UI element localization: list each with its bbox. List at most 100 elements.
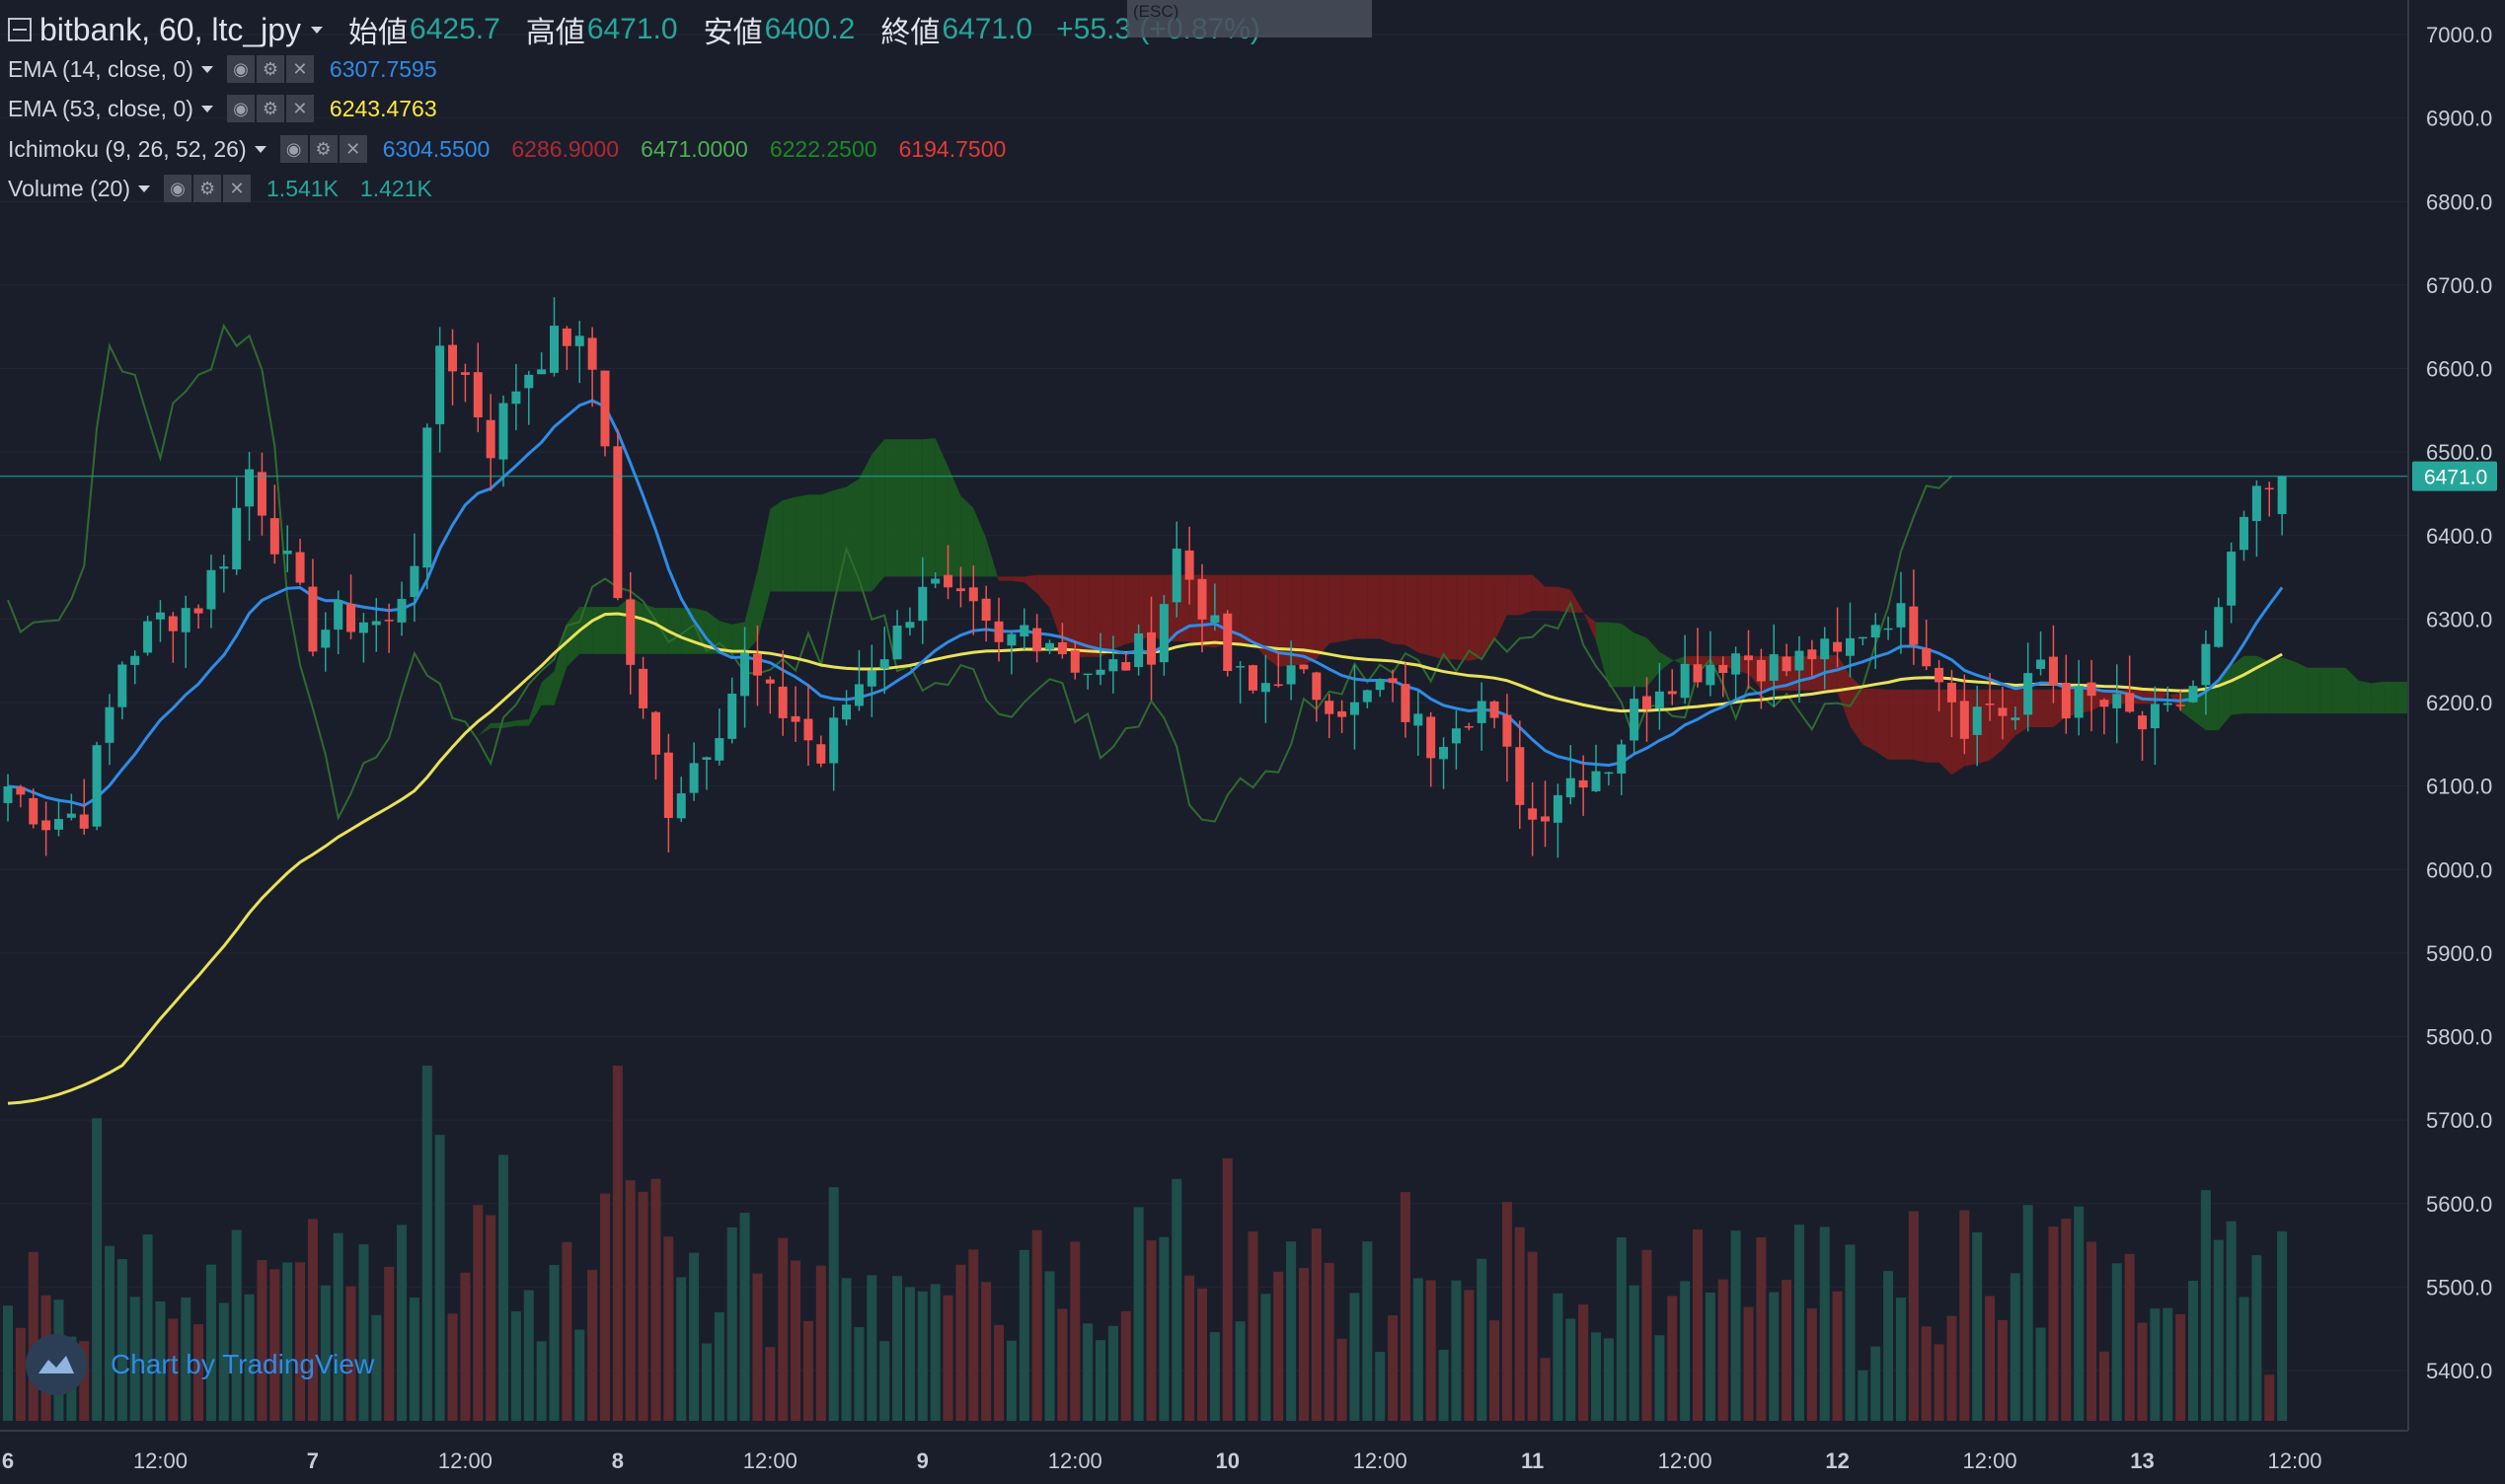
candle-body (1565, 778, 1575, 798)
chevron-down-icon[interactable] (138, 185, 151, 192)
volume-bar (2061, 1219, 2072, 1421)
cloud-segment (1430, 574, 1444, 660)
tradingview-watermark[interactable]: Chart by TradingView (26, 1334, 374, 1395)
candle-body (1197, 578, 1207, 620)
candle-body (2112, 694, 2122, 708)
close-icon[interactable]: ✕ (223, 175, 252, 202)
candle-body (346, 604, 356, 632)
candle-body (981, 598, 991, 622)
cloud-segment (2319, 667, 2333, 714)
candle-body (1693, 664, 1703, 683)
candle-body (1260, 683, 1270, 693)
chevron-down-icon[interactable] (254, 145, 266, 153)
candle-body (1972, 706, 1982, 735)
candle-body (1134, 632, 1144, 668)
candle-body (1236, 666, 1246, 668)
volume-bar (510, 1311, 521, 1421)
candle-body (2201, 643, 2211, 686)
gear-icon[interactable]: ⚙ (193, 175, 222, 202)
volume-bar (1845, 1244, 1856, 1421)
candle-body (1617, 744, 1627, 774)
cloud-segment (1875, 689, 1889, 760)
symbol-title[interactable]: bitbank, 60, ltc_jpy (39, 11, 302, 47)
cloud-segment (2155, 689, 2168, 705)
price-tick-label: 6800.0 (2426, 189, 2492, 214)
gear-icon[interactable]: ⚙ (256, 95, 284, 122)
indicator-row[interactable]: EMA (53, close, 0) ◉ ⚙ ✕ 6243.4763 (8, 95, 459, 122)
candle-body (1743, 655, 1753, 661)
indicator-row[interactable]: EMA (14, close, 0) ◉ ⚙ ✕ 6307.7595 (8, 55, 459, 83)
tradingview-logo-icon (26, 1334, 87, 1395)
cloud-segment (1672, 655, 1686, 666)
candle-body (66, 813, 76, 818)
high-label: 高値 (525, 17, 585, 49)
candle-body (511, 391, 521, 405)
volume-bar (1083, 1323, 1094, 1421)
volume-bar (1870, 1346, 1881, 1421)
time-tick-label: 6 (2, 1448, 14, 1473)
eye-icon[interactable]: ◉ (226, 95, 255, 122)
candle-body (663, 752, 673, 818)
candle-body (130, 655, 140, 665)
time-tick-label: 12:00 (1048, 1448, 1102, 1473)
close-icon[interactable]: ✕ (285, 55, 314, 83)
candle-body (1248, 665, 1257, 691)
indicator-label[interactable]: EMA (53, close, 0) (8, 95, 193, 121)
chevron-down-icon[interactable] (311, 26, 324, 34)
candle-body (143, 621, 153, 653)
eye-icon[interactable]: ◉ (279, 135, 308, 163)
cloud-segment (1404, 574, 1418, 653)
candle-body (384, 620, 394, 622)
indicator-row[interactable]: Ichimoku (9, 26, 52, 26) ◉ ⚙ ✕ 6304.5500 6286… (8, 135, 1027, 163)
candle-body (1286, 665, 1296, 685)
cloud-segment (1011, 576, 1025, 583)
indicator-label[interactable]: EMA (14, close, 0) (8, 55, 193, 82)
cloud-segment (897, 439, 910, 577)
candle-body (1083, 673, 1093, 676)
candle-body (1273, 684, 1283, 687)
volume-bar (726, 1226, 737, 1421)
candle-body (1833, 641, 1843, 652)
volume-bar (1120, 1310, 1131, 1421)
volume-bar (587, 1269, 598, 1421)
candle-body (867, 670, 876, 687)
candle-body (16, 786, 26, 795)
price-tick-label: 6100.0 (2426, 775, 2492, 799)
indicator-label[interactable]: Volume (20) (8, 175, 131, 201)
close-icon[interactable]: ✕ (285, 95, 314, 122)
volume-bar (1222, 1157, 1233, 1421)
cloud-segment (820, 490, 834, 592)
eye-icon[interactable]: ◉ (164, 175, 192, 202)
volume-bar (1641, 1249, 1652, 1421)
candle-body (879, 659, 889, 669)
time-tick-label: 12:00 (438, 1448, 493, 1473)
volume-bar (1489, 1320, 1500, 1421)
candle-body (650, 711, 660, 755)
candle-body (1020, 625, 1029, 637)
cloud-segment (604, 607, 618, 654)
close-icon[interactable]: ✕ (339, 135, 367, 163)
gear-icon[interactable]: ⚙ (309, 135, 338, 163)
cloud-segment (1240, 574, 1253, 645)
price-axis-background[interactable] (2408, 0, 2505, 1431)
candle-body (1299, 664, 1309, 670)
candle-body (232, 507, 242, 570)
indicator-label[interactable]: Ichimoku (9, 26, 52, 26) (8, 135, 247, 162)
chevron-down-icon[interactable] (200, 105, 213, 112)
candle-body (1528, 808, 1538, 820)
volume-bar (1298, 1268, 1309, 1421)
volume-bar (625, 1180, 636, 1421)
collapse-legend-icon[interactable] (8, 18, 32, 41)
cloud-segment (796, 494, 808, 592)
volume-bar (1286, 1241, 1297, 1421)
eye-icon[interactable]: ◉ (226, 55, 255, 83)
indicator-row[interactable]: Volume (20) ◉ ⚙ ✕ 1.541K 1.421K (8, 175, 454, 202)
chevron-down-icon[interactable] (200, 65, 213, 73)
time-axis[interactable]: 6 12:00 7 12:00 8 12:00 9 12:00 10 12:00 11 12:00 12… (2, 1448, 2322, 1473)
candle-body (1654, 691, 1664, 708)
cloud-segment (1608, 622, 1622, 688)
gear-icon[interactable]: ⚙ (256, 55, 284, 83)
last-price-label: 6471.0 (2424, 467, 2487, 489)
volume-bar (434, 1135, 445, 1421)
